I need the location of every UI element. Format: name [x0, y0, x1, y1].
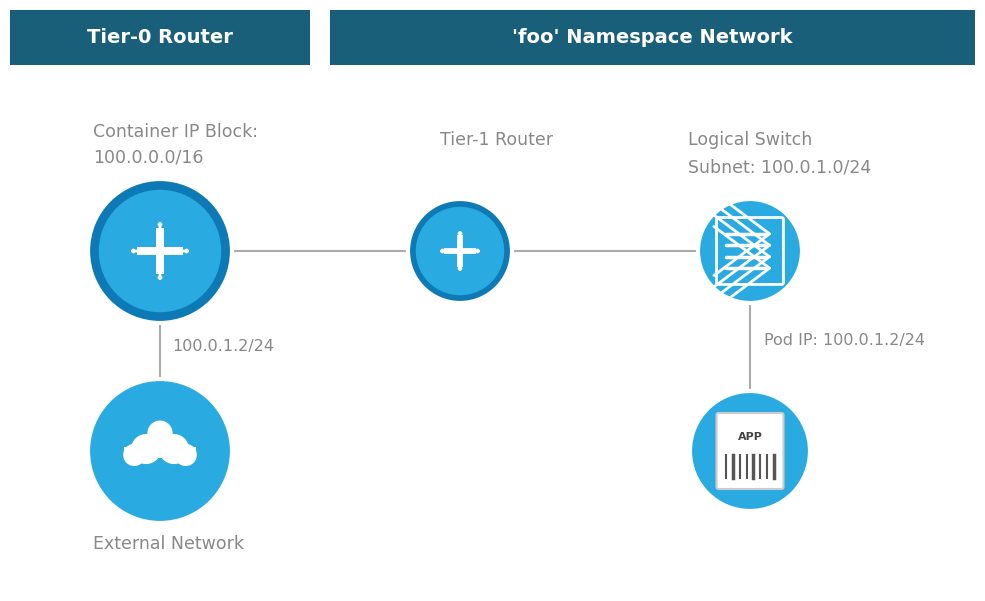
- Bar: [10, 10, 310, 65]
- Polygon shape: [124, 447, 196, 458]
- Circle shape: [88, 379, 232, 523]
- Circle shape: [131, 434, 162, 464]
- Circle shape: [159, 434, 189, 464]
- Text: 'foo' Namespace Network: 'foo' Namespace Network: [512, 28, 793, 47]
- Text: 100.0.1.2/24: 100.0.1.2/24: [172, 338, 274, 353]
- Text: Container IP Block:: Container IP Block:: [93, 123, 258, 141]
- Text: Tier-1 Router: Tier-1 Router: [440, 131, 553, 149]
- Text: Pod IP: 100.0.1.2/24: Pod IP: 100.0.1.2/24: [764, 334, 925, 349]
- Circle shape: [88, 179, 232, 323]
- Bar: [330, 10, 975, 65]
- Text: Logical Switch: Logical Switch: [688, 131, 813, 149]
- Circle shape: [416, 207, 504, 295]
- Circle shape: [408, 199, 512, 303]
- Circle shape: [174, 444, 197, 466]
- Text: 100.0.0.0/16: 100.0.0.0/16: [93, 149, 204, 167]
- Circle shape: [98, 190, 222, 312]
- Text: Subnet: 100.0.1.0/24: Subnet: 100.0.1.0/24: [688, 159, 872, 177]
- Text: APP: APP: [738, 432, 762, 442]
- Circle shape: [148, 421, 172, 446]
- Circle shape: [698, 199, 802, 303]
- Text: Tier-0 Router: Tier-0 Router: [87, 28, 232, 47]
- Circle shape: [690, 391, 810, 511]
- Text: External Network: External Network: [93, 535, 244, 553]
- Circle shape: [123, 444, 146, 466]
- FancyBboxPatch shape: [716, 413, 783, 489]
- FancyBboxPatch shape: [716, 218, 783, 284]
